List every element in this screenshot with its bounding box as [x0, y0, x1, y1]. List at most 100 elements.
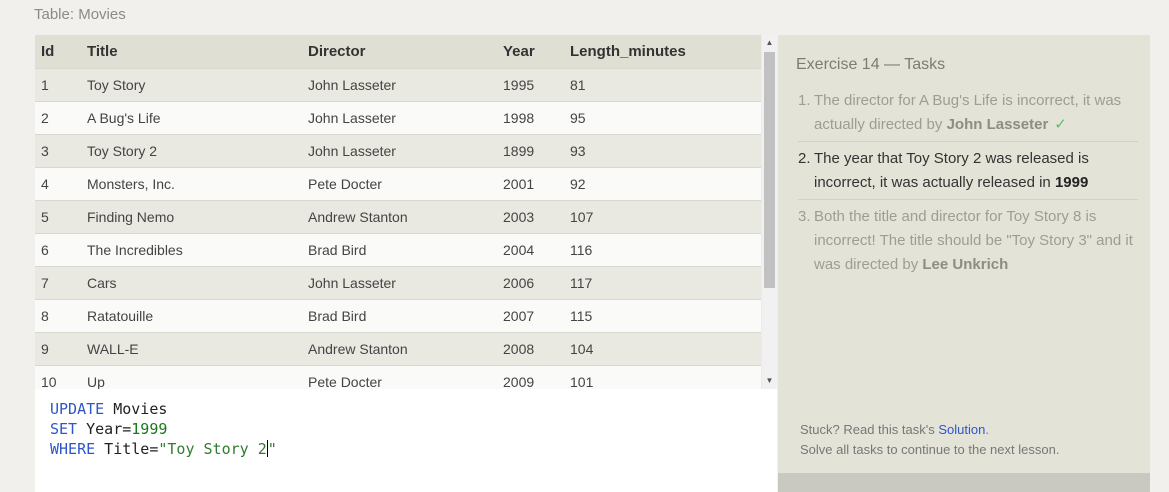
cell-year: 2006 — [503, 265, 570, 299]
table-header-row: Id Title Director Year Length_minutes — [35, 35, 761, 68]
sql-identifier: Title= — [95, 440, 159, 458]
movies-table-container[interactable]: Id Title Director Year Length_minutes 1 … — [35, 35, 777, 389]
table-row: 6 The Incredibles Brad Bird 2004 116 — [35, 232, 761, 266]
cell-length-minutes: 81 — [570, 67, 761, 101]
cell-title: Cars — [87, 265, 308, 299]
code-line-3: WHERE Title="Toy Story 2" — [50, 439, 277, 459]
sql-keyword: SET — [50, 420, 78, 438]
stuck-line: Stuck? Read this task's Solution. — [800, 420, 1059, 440]
scroll-up-arrow-icon[interactable]: ▲ — [765, 38, 774, 47]
cell-length-minutes: 107 — [570, 199, 761, 233]
scroll-thumb[interactable] — [764, 52, 775, 288]
sql-number: 1999 — [131, 420, 168, 438]
column-header-length-minutes: Length_minutes — [570, 42, 686, 60]
table-row: 4 Monsters, Inc. Pete Docter 2001 92 — [35, 166, 761, 200]
cell-director: Brad Bird — [308, 232, 503, 266]
table-row: 3 Toy Story 2 John Lasseter 1899 93 — [35, 133, 761, 167]
sql-identifier: Movies — [104, 400, 168, 418]
task-bold: 1999 — [1054, 174, 1089, 191]
cell-id: 9 — [35, 331, 87, 365]
task-number: 2. — [798, 150, 811, 167]
sql-editor[interactable]: UPDATE Movies SET Year=1999 WHERE Title=… — [35, 389, 777, 492]
task-text: The year that Toy Story 2 was released i… — [814, 150, 1089, 191]
task-item-1: 1. The director for A Bug's Life is incor… — [798, 89, 1138, 142]
task-text: Both the title and director for Toy Stor… — [814, 208, 1133, 273]
column-header-id: Id — [41, 42, 55, 60]
cell-year: 1899 — [503, 133, 570, 167]
column-header-director: Director — [308, 42, 366, 60]
cell-id: 2 — [35, 100, 87, 134]
table-scrollbar[interactable]: ▲ ▼ — [762, 35, 777, 389]
cell-title: Toy Story — [87, 67, 308, 101]
cell-director: Pete Docter — [308, 166, 503, 200]
cell-year: 2009 — [503, 364, 570, 389]
stuck-suffix: . — [985, 422, 989, 437]
code-line-2: SET Year=1999 — [50, 419, 167, 439]
table-row: 10 Up Pete Docter 2009 101 — [35, 364, 761, 389]
cell-year: 2003 — [503, 199, 570, 233]
exercise-title: Exercise 14 — Tasks — [796, 56, 946, 73]
stuck-prefix: Stuck? Read this task's — [800, 422, 939, 437]
scroll-down-arrow-icon[interactable]: ▼ — [765, 376, 774, 385]
cell-id: 4 — [35, 166, 87, 200]
task-bold: John Lasseter — [946, 116, 1049, 133]
cell-title: WALL-E — [87, 331, 308, 365]
table-row: 7 Cars John Lasseter 2006 117 — [35, 265, 761, 299]
table-caption: Table: Movies — [34, 6, 126, 23]
cell-title: Ratatouille — [87, 298, 308, 332]
check-icon: ✓ — [1054, 116, 1067, 133]
column-header-title: Title — [87, 42, 118, 60]
task-item-2: 2. The year that Toy Story 2 was released… — [798, 147, 1138, 200]
cell-id: 6 — [35, 232, 87, 266]
cell-year: 1995 — [503, 67, 570, 101]
sql-string-end: " — [267, 440, 277, 458]
help-text: Stuck? Read this task's Solution. Solve … — [800, 420, 1059, 460]
solution-link[interactable]: Solution — [938, 422, 986, 437]
cell-id: 1 — [35, 67, 87, 101]
task-number: 1. — [798, 92, 811, 109]
task-text: The director for A Bug's Life is incorre… — [814, 92, 1122, 133]
cell-director: John Lasseter — [308, 265, 503, 299]
sql-string: "Toy Story 2 — [158, 440, 267, 458]
cell-length-minutes: 92 — [570, 166, 761, 200]
column-header-year: Year — [503, 42, 535, 60]
cell-year: 2001 — [503, 166, 570, 200]
cell-id: 5 — [35, 199, 87, 233]
cell-length-minutes: 116 — [570, 232, 761, 266]
cell-director: John Lasseter — [308, 133, 503, 167]
cell-title: A Bug's Life — [87, 100, 308, 134]
sql-keyword: UPDATE — [50, 400, 105, 418]
cell-id: 7 — [35, 265, 87, 299]
task-item-3: 3. Both the title and director for Toy St… — [798, 205, 1138, 281]
cell-year: 2008 — [503, 331, 570, 365]
cell-year: 2004 — [503, 232, 570, 266]
table-row: 9 WALL-E Andrew Stanton 2008 104 — [35, 331, 761, 365]
cell-length-minutes: 115 — [570, 298, 761, 332]
tasks-footer-band — [778, 473, 1150, 492]
cell-length-minutes: 93 — [570, 133, 761, 167]
table-row: 2 A Bug's Life John Lasseter 1998 95 — [35, 100, 761, 134]
cell-year: 1998 — [503, 100, 570, 134]
sql-keyword: WHERE — [50, 440, 96, 458]
cell-length-minutes: 117 — [570, 265, 761, 299]
task-list: 1. The director for A Bug's Life is incor… — [798, 89, 1138, 286]
cell-title: The Incredibles — [87, 232, 308, 266]
table-row: 1 Toy Story John Lasseter 1995 81 — [35, 67, 761, 101]
cell-length-minutes: 101 — [570, 364, 761, 389]
cell-director: Andrew Stanton — [308, 331, 503, 365]
cell-director: John Lasseter — [308, 100, 503, 134]
text-caret — [266, 440, 268, 457]
movies-table: Id Title Director Year Length_minutes 1 … — [35, 35, 761, 389]
cell-director: John Lasseter — [308, 67, 503, 101]
cell-id: 3 — [35, 133, 87, 167]
cell-title: Finding Nemo — [87, 199, 308, 233]
cell-title: Monsters, Inc. — [87, 166, 308, 200]
cell-id: 8 — [35, 298, 87, 332]
task-bold: Lee Unkrich — [922, 256, 1009, 273]
cell-title: Toy Story 2 — [87, 133, 308, 167]
cell-length-minutes: 95 — [570, 100, 761, 134]
table-row: 5 Finding Nemo Andrew Stanton 2003 107 — [35, 199, 761, 233]
cell-director: Brad Bird — [308, 298, 503, 332]
task-number: 3. — [798, 208, 811, 225]
cell-director: Pete Docter — [308, 364, 503, 389]
